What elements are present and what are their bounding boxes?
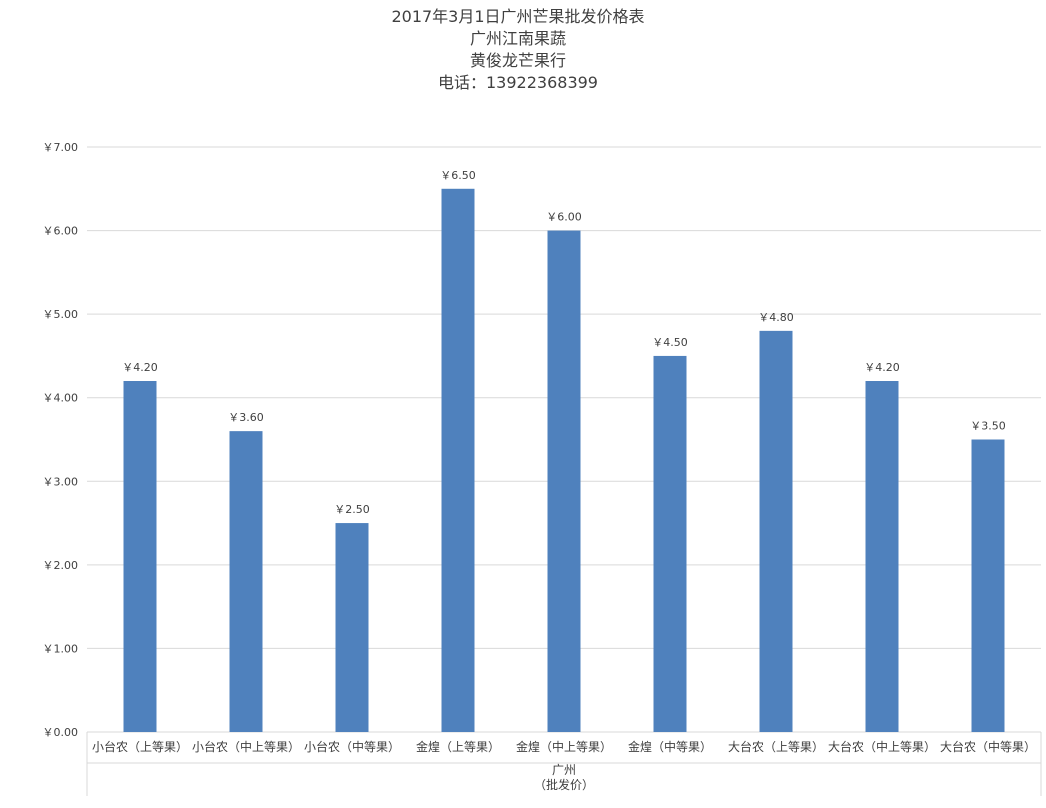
data-label: ￥2.50 [334, 503, 370, 516]
data-label: ￥3.50 [970, 420, 1006, 433]
y-tick-label: ￥0.00 [43, 726, 79, 739]
data-label: ￥4.20 [122, 361, 158, 374]
bar [759, 330, 793, 732]
x-group-label: 广州 [552, 763, 576, 777]
bar [335, 523, 369, 732]
chart-title-line-3: 黄俊龙芒果行 [469, 51, 566, 70]
data-label: ￥6.00 [546, 211, 582, 224]
x-tick-label: 金煌（上等果） [416, 739, 500, 754]
x-tick-label: 小台农（中等果） [304, 739, 400, 754]
data-label: ￥4.20 [864, 361, 900, 374]
bar [865, 381, 899, 732]
x-tick-label: 大台农（中上等果） [828, 739, 936, 754]
y-tick-label: ￥5.00 [43, 308, 79, 321]
y-tick-label: ￥7.00 [43, 141, 79, 154]
x-tick-label: 大台农（上等果） [728, 739, 824, 754]
data-label: ￥4.80 [758, 311, 794, 324]
chart-title-line-2: 广州江南果蔬 [469, 29, 566, 48]
bar [441, 188, 475, 733]
x-tick-label: 金煌（中等果） [628, 739, 712, 754]
bar [653, 355, 687, 732]
chart-title-line-4: 电话：13922368399 [438, 73, 598, 92]
data-label: ￥6.50 [440, 169, 476, 182]
data-label: ￥4.50 [652, 336, 688, 349]
data-label: ￥3.60 [228, 411, 264, 424]
bar [971, 439, 1005, 732]
y-tick-label: ￥6.00 [43, 225, 79, 238]
y-tick-label: ￥3.00 [43, 475, 79, 488]
chart-title: 2017年3月1日广州芒果批发价格表 广州江南果蔬 黄俊龙芒果行 电话：1392… [0, 6, 1036, 94]
y-tick-label: ￥2.00 [43, 559, 79, 572]
x-group-label: （批发价） [534, 777, 594, 792]
y-tick-label: ￥1.00 [43, 642, 79, 655]
x-tick-label: 小台农（上等果） [92, 739, 188, 754]
chart-title-line-1: 2017年3月1日广州芒果批发价格表 [391, 7, 645, 26]
y-tick-label: ￥4.00 [43, 392, 79, 405]
bar [123, 381, 157, 732]
x-tick-label: 小台农（中上等果） [192, 739, 300, 754]
bar [229, 431, 263, 732]
bar [547, 230, 581, 733]
x-tick-label: 大台农（中等果） [940, 739, 1036, 754]
x-tick-label: 金煌（中上等果） [516, 739, 612, 754]
